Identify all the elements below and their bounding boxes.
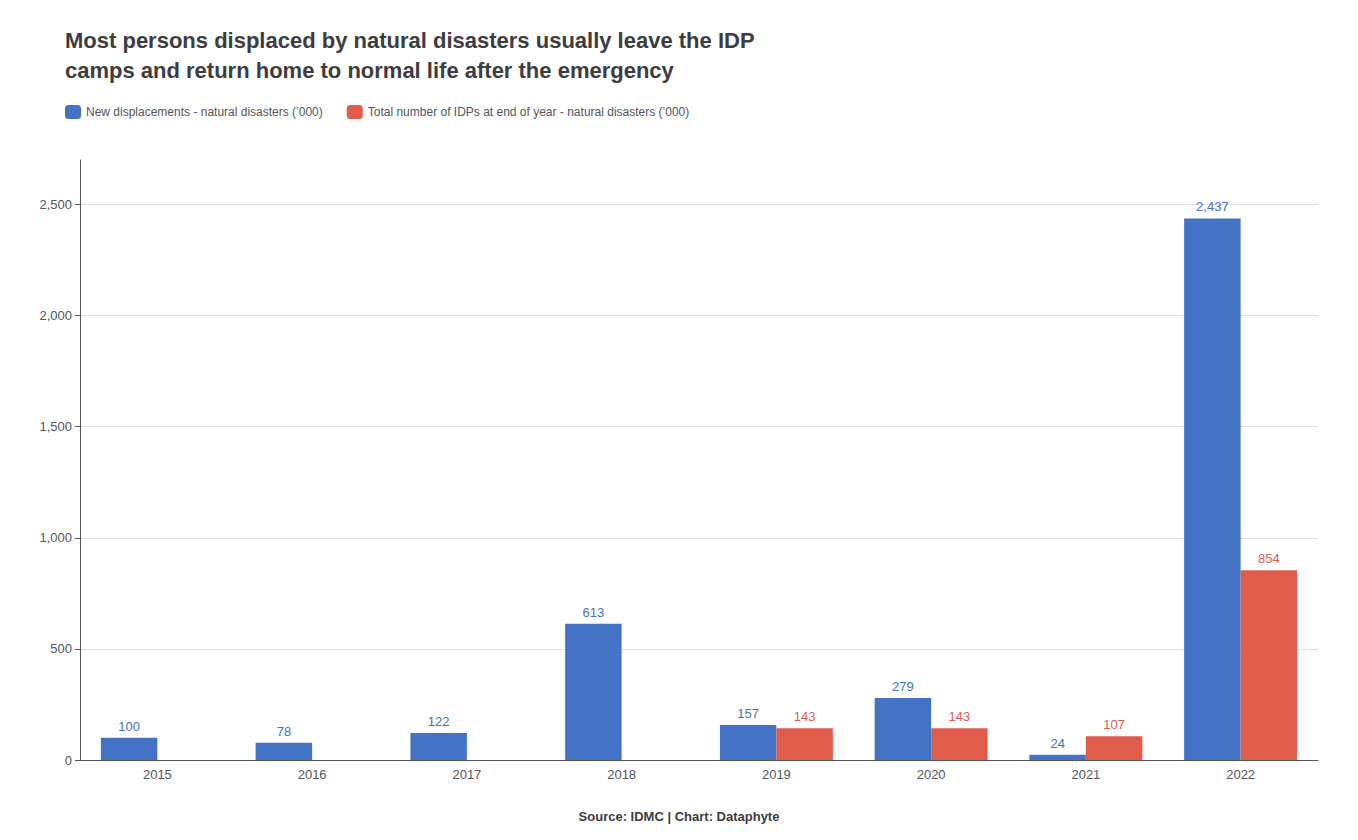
svg-text:1,000: 1,000 <box>39 530 72 545</box>
svg-text:100: 100 <box>118 719 140 734</box>
svg-text:2019: 2019 <box>762 767 791 782</box>
svg-text:2,437: 2,437 <box>1196 199 1229 214</box>
svg-text:157: 157 <box>737 706 759 721</box>
svg-text:2015: 2015 <box>143 767 172 782</box>
svg-text:122: 122 <box>428 714 450 729</box>
svg-text:2018: 2018 <box>607 767 636 782</box>
svg-text:143: 143 <box>949 709 971 724</box>
svg-text:Most persons displaced by natu: Most persons displaced by natural disast… <box>65 28 755 53</box>
svg-text:107: 107 <box>1103 717 1125 732</box>
svg-text:2021: 2021 <box>1071 767 1100 782</box>
svg-text:500: 500 <box>50 641 72 656</box>
svg-text:2017: 2017 <box>452 767 481 782</box>
svg-text:143: 143 <box>794 709 816 724</box>
svg-text:279: 279 <box>892 679 914 694</box>
svg-text:0: 0 <box>65 753 72 768</box>
svg-text:1,500: 1,500 <box>39 419 72 434</box>
svg-text:854: 854 <box>1258 551 1280 566</box>
svg-text:camps and return home to norma: camps and return home to normal life aft… <box>65 58 675 83</box>
svg-text:24: 24 <box>1050 736 1064 751</box>
svg-text:2016: 2016 <box>298 767 327 782</box>
svg-text:2020: 2020 <box>917 767 946 782</box>
svg-text:Total number of IDPs at end of: Total number of IDPs at end of year - na… <box>368 105 690 119</box>
svg-text:2022: 2022 <box>1226 767 1255 782</box>
svg-text:78: 78 <box>277 724 291 739</box>
svg-text:613: 613 <box>583 605 605 620</box>
svg-text:2,500: 2,500 <box>39 197 72 212</box>
svg-text:2,000: 2,000 <box>39 308 72 323</box>
svg-text:New displacements - natural di: New displacements - natural disasters (’… <box>86 105 323 119</box>
svg-text:Source: IDMC | Chart: Dataphyt: Source: IDMC | Chart: Dataphyte <box>579 809 780 824</box>
